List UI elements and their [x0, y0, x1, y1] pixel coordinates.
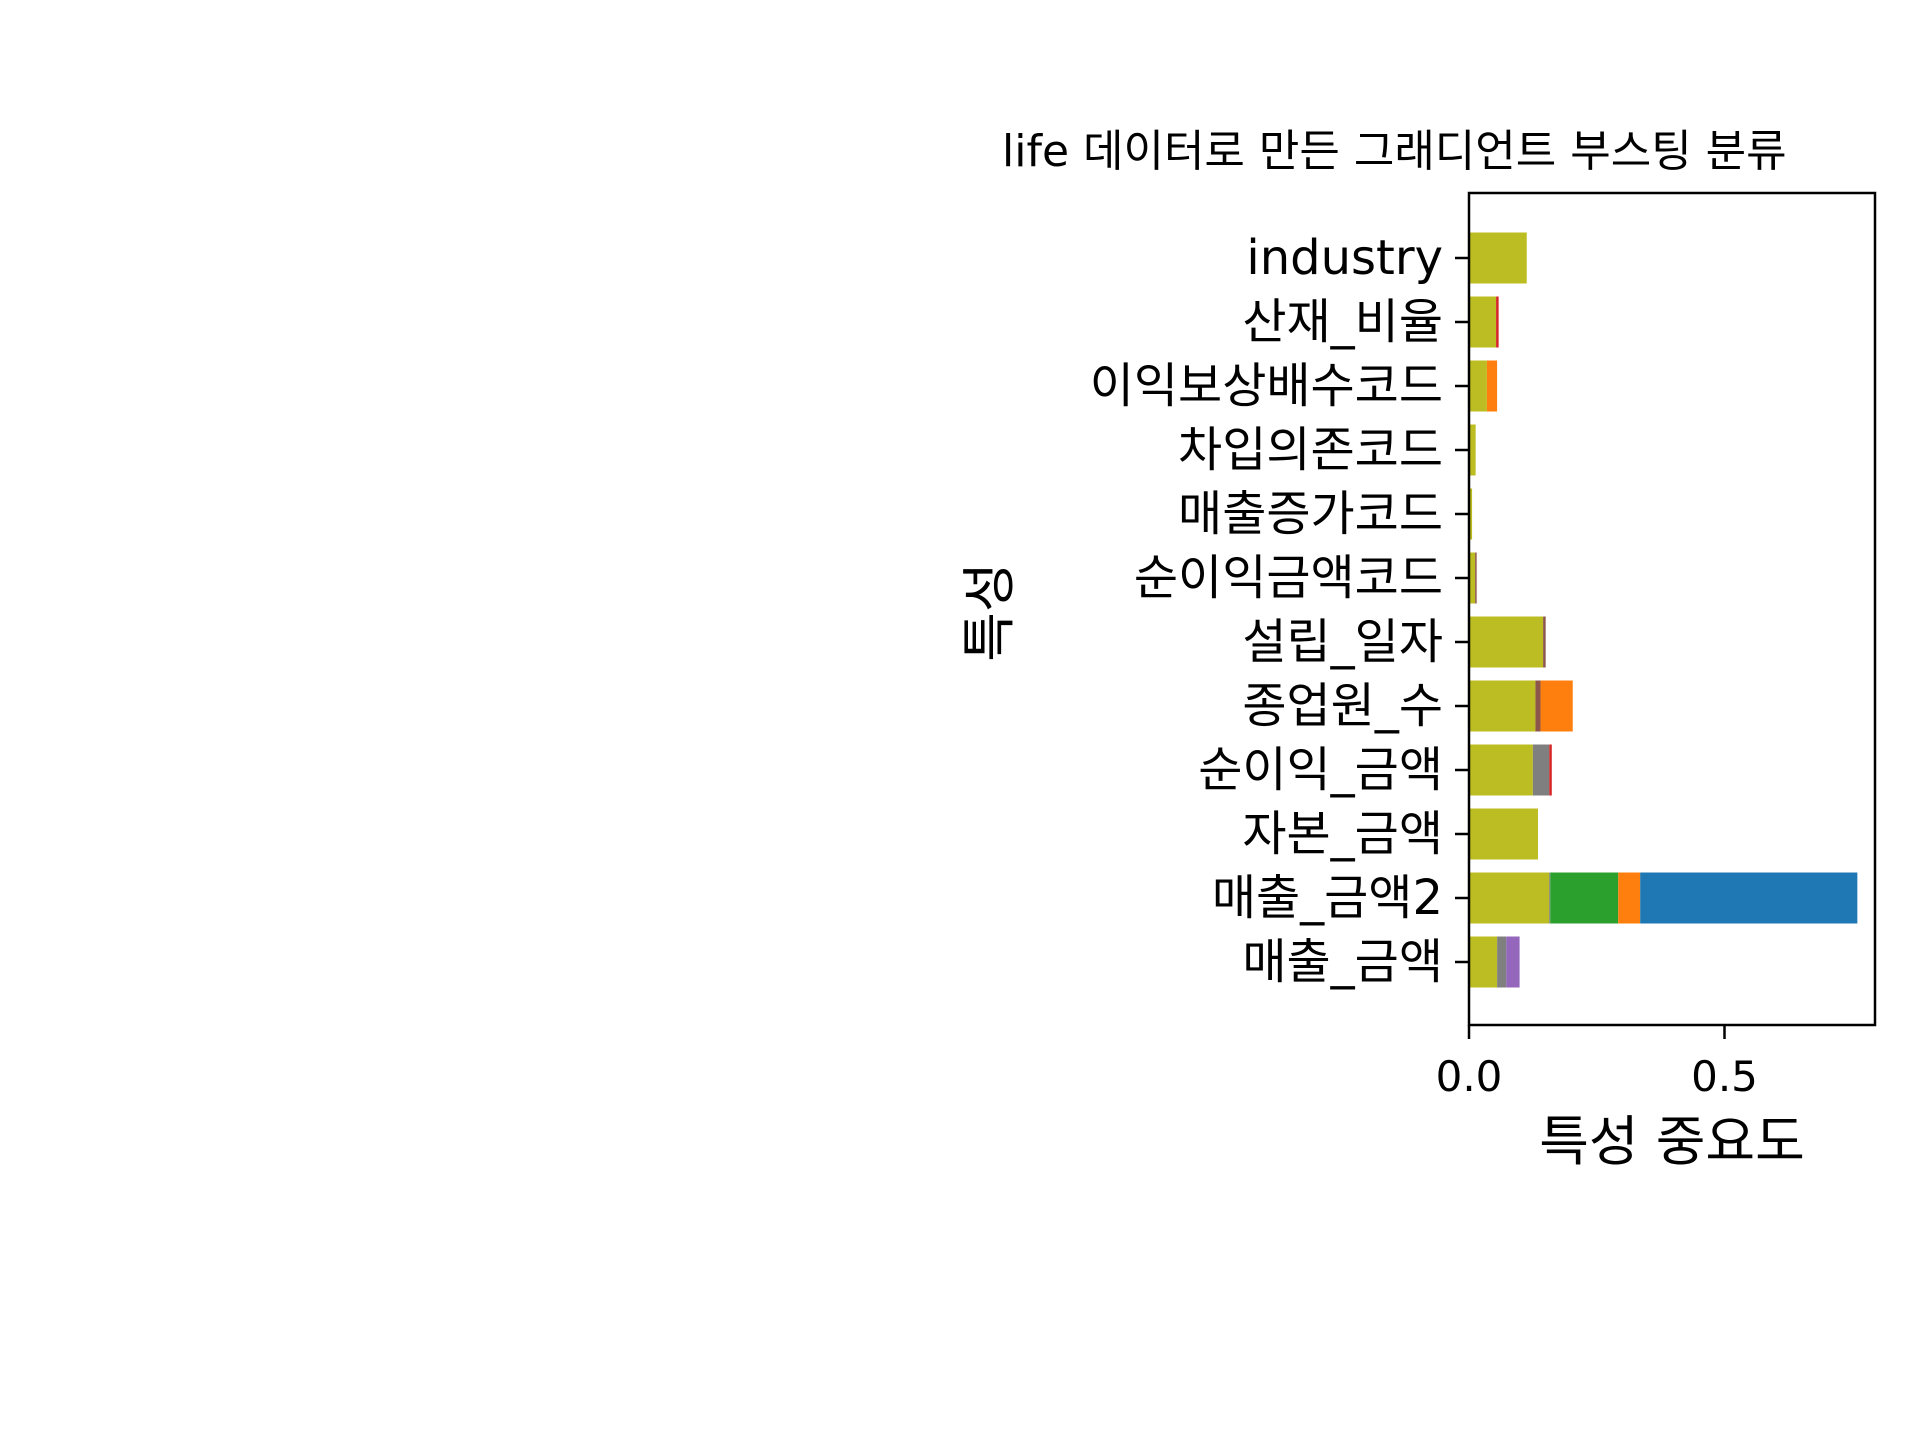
- bar-segment-0-1: [1497, 936, 1507, 988]
- x-tick-label-0: 0.0: [1436, 1052, 1503, 1101]
- y-tick-label-9: 이익보상배수코드: [1090, 358, 1443, 414]
- chart-title: life 데이터로 만든 그래디언트 부스팅 분류: [1002, 126, 1787, 177]
- bar-segment-3-4: [1549, 744, 1552, 796]
- bar-segment-0-0: [1469, 936, 1498, 988]
- y-tick-label-8: 차입의존코드: [1178, 422, 1443, 478]
- bar-segment-6-0: [1469, 552, 1476, 604]
- bar-segment-4-2: [1535, 680, 1541, 732]
- bar-segment-5-0: [1469, 616, 1544, 668]
- x-axis-label: 특성 중요도: [1539, 1110, 1805, 1173]
- bar-segment-4-0: [1469, 680, 1536, 732]
- bar-segment-3-0: [1469, 744, 1533, 796]
- bar-segment-5-2: [1543, 616, 1546, 668]
- bar-segment-0-3: [1506, 936, 1520, 988]
- y-tick-label-11: industry: [1246, 230, 1443, 286]
- bar-segment-7-0: [1469, 488, 1473, 540]
- bar-segment-2-0: [1469, 808, 1538, 860]
- bar-segment-1-6: [1618, 872, 1641, 924]
- x-tick-label-1: 0.5: [1691, 1052, 1758, 1101]
- y-ticks-group: 매출_금액 매출_금액2 자본_금액 순이익_금액 종업원_수 설립_일자 순이익금액코드 매…: [1090, 230, 1469, 990]
- y-tick-label-2: 자본_금액: [1242, 806, 1443, 862]
- y-axis-label: 특성: [958, 562, 1021, 661]
- bar-segment-6-2: [1475, 552, 1477, 604]
- bar-segment-11-0: [1469, 232, 1527, 284]
- bar-segment-1-0: [1469, 872, 1550, 924]
- x-ticks-group: 0.0 0.5: [1436, 1025, 1758, 1101]
- bar-segment-10-4: [1496, 296, 1499, 348]
- y-tick-label-3: 순이익_금액: [1198, 742, 1443, 798]
- bar-segment-1-5: [1550, 872, 1619, 924]
- bar-segment-8-0: [1469, 424, 1476, 476]
- y-tick-label-4: 종업원_수: [1242, 678, 1443, 734]
- y-tick-label-6: 순이익금액코드: [1134, 550, 1443, 606]
- bar-segment-9-6: [1486, 360, 1498, 412]
- bar-segment-1-7: [1640, 872, 1858, 924]
- y-tick-label-5: 설립_일자: [1242, 614, 1443, 670]
- y-tick-label-0: 매출_금액: [1242, 934, 1443, 990]
- bars-group: [1469, 232, 1858, 988]
- bar-segment-1-1: [1549, 872, 1551, 924]
- y-tick-label-10: 산재_비율: [1242, 294, 1443, 350]
- y-tick-label-7: 매출증가코드: [1178, 486, 1443, 542]
- bar-segment-9-0: [1469, 360, 1487, 412]
- plot-area-frame: [1467, 191, 1877, 1027]
- bar-segment-3-1: [1532, 744, 1550, 796]
- bar-segment-4-6: [1540, 680, 1573, 732]
- bar-segment-10-0: [1469, 296, 1497, 348]
- y-tick-label-1: 매출_금액2: [1212, 870, 1443, 926]
